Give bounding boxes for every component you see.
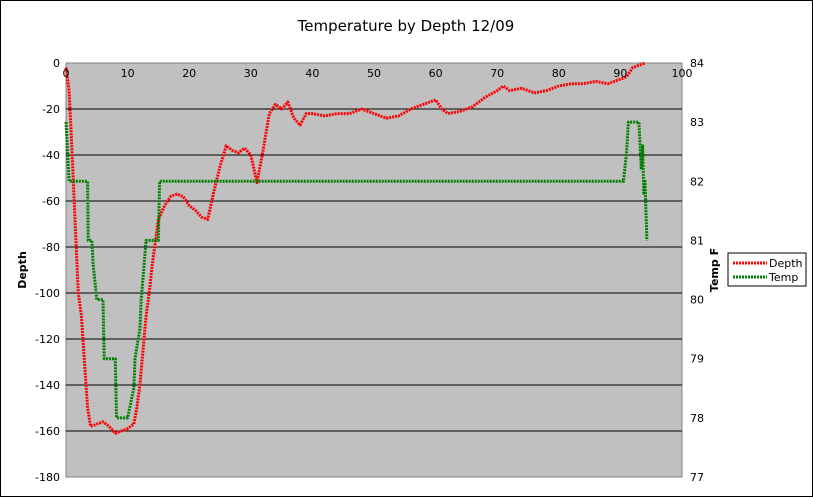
y-tick-label: -100 [35,287,60,300]
legend-box [727,252,807,287]
chart-title: Temperature by Depth 12/09 [297,17,515,35]
x-tick-label: 80 [552,67,566,80]
plot-area [65,62,683,478]
series-line-temp [64,120,649,420]
series-layer [64,61,649,435]
x-tick-label: 70 [490,67,504,80]
y2-tick-label: 80 [690,294,704,307]
y2-tick-label: 82 [690,175,704,188]
y-tick-label: -120 [35,333,60,346]
x-tick-label: 100 [672,67,693,80]
legend-label-depth: Depth [769,257,803,270]
y2-tick-label: 84 [690,57,704,70]
x-tick-label: 50 [367,67,381,80]
y2-tick-label: 79 [690,353,704,366]
series-line-depth [64,61,646,435]
gridlines [66,108,682,432]
y2-tick-label: 81 [690,234,704,247]
y2-tick-label: 78 [690,412,704,425]
x-tick-label: 10 [121,67,135,80]
x-tick-label: 20 [182,67,196,80]
y-tick-label: -40 [42,149,60,162]
y-axis-title: Depth [16,251,29,289]
y-tick-label: -140 [35,379,60,392]
y-tick-label: -20 [42,103,60,116]
y-tick-label: -60 [42,195,60,208]
legend: Depth Temp [727,252,807,287]
y-tick-label: 0 [53,57,60,70]
x-tick-label: 40 [305,67,319,80]
x-tick-label: 30 [244,67,258,80]
y-tick-label: -160 [35,425,60,438]
x-tick-label: 90 [613,67,627,80]
x-tick-label: 60 [429,67,443,80]
y2-axis-title: Temp F [708,248,721,292]
y-tick-label: -80 [42,241,60,254]
y2-tick-label: 83 [690,116,704,129]
y-tick-label: -180 [35,471,60,484]
tick-labels: 0 -20 -40 -60 -80 -100 -120 -140 -160 -180 84 83 82 8… [35,57,704,484]
x-tick-label: 0 [63,67,70,80]
y2-tick-label: 77 [690,471,704,484]
legend-label-temp: Temp [768,271,798,284]
